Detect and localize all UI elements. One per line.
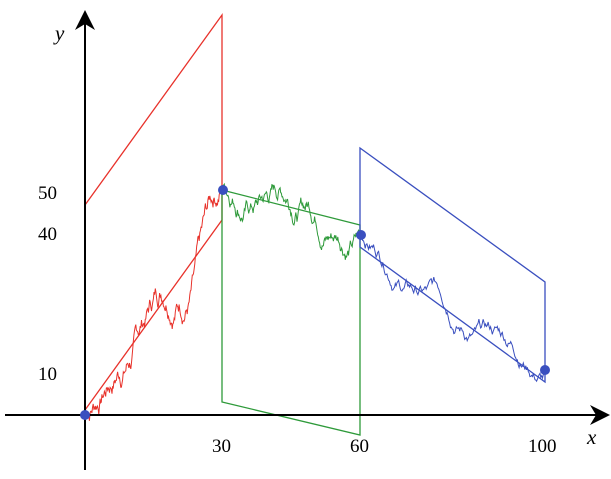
x-axis-label: x [586,425,597,449]
red-path [84,185,224,421]
green-envelope [221,189,361,436]
y-axis-label: y [53,21,65,45]
points-layer [80,185,550,420]
y-tick-40: 40 [38,224,57,245]
x-tick-30: 30 [212,436,231,457]
x-tick-100: 100 [528,436,557,457]
point-2 [356,230,366,240]
y-tick-50: 50 [38,183,57,204]
blue-path [360,234,546,383]
point-3 [540,365,550,375]
point-1 [218,185,228,195]
point-0 [80,410,90,420]
y-tick-10: 10 [38,364,57,385]
red-envelope [84,12,223,413]
green-path [222,182,362,260]
blue-envelope [359,146,546,384]
x-tick-60: 60 [350,436,369,457]
